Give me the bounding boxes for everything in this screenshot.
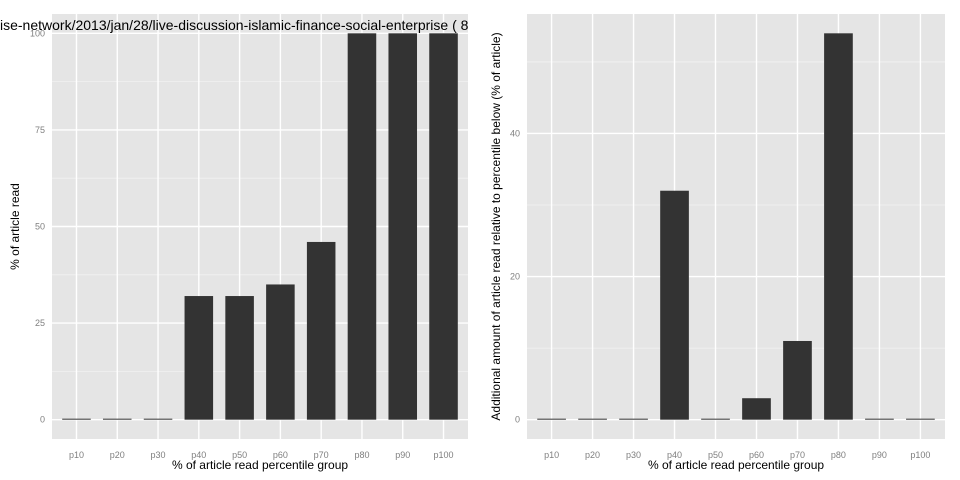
bar-p10 xyxy=(537,418,566,420)
y-axis-title: Additional amount of article read relati… xyxy=(489,32,503,420)
x-tick-label: p80 xyxy=(831,450,846,460)
x-tick-label: p10 xyxy=(544,450,559,460)
x-tick-label: p30 xyxy=(626,450,641,460)
bar-p70 xyxy=(783,340,812,420)
bar-p20 xyxy=(578,418,607,420)
chart-left: 0 25 50 75 100 p10 p20 p30 p40 p50 p60 p70 p80 p90 p10… xyxy=(0,14,469,472)
x-tick-label: p40 xyxy=(191,450,206,460)
bar-p50 xyxy=(701,418,730,420)
y-tick-label: 20 xyxy=(510,272,520,282)
x-tick-label: p50 xyxy=(708,450,723,460)
x-tick-label: p50 xyxy=(232,450,247,460)
bar-p30 xyxy=(143,418,173,420)
x-tick-label: p90 xyxy=(872,450,887,460)
bar-p20 xyxy=(102,418,132,420)
x-tick-label: p20 xyxy=(585,450,600,460)
y-tick-label: 0 xyxy=(515,415,520,425)
bar-p100 xyxy=(429,33,458,420)
chart-right: 0 20 40 p10 p20 p30 p40 p50 p60 p70 p80 p90 p100 % of… xyxy=(489,14,945,472)
x-tick-label: p30 xyxy=(151,450,166,460)
x-tick-label: p70 xyxy=(790,450,805,460)
y-tick-label: 100 xyxy=(30,28,45,38)
x-tick-label: p10 xyxy=(69,450,84,460)
bar-p10 xyxy=(62,418,91,420)
plot-panel xyxy=(527,14,945,439)
y-tick-label: 75 xyxy=(35,125,45,135)
y-tick-label: 50 xyxy=(35,222,45,232)
x-tick-label: p70 xyxy=(314,450,329,460)
y-axis-title: % of article read xyxy=(8,183,22,270)
x-axis-title: % of article read percentile group xyxy=(648,458,824,472)
bar-p90 xyxy=(865,418,894,420)
x-tick-label: p20 xyxy=(110,450,125,460)
y-tick-label: 0 xyxy=(40,415,45,425)
bar-p70 xyxy=(306,241,336,420)
bar-p40 xyxy=(184,296,214,420)
bar-p50 xyxy=(225,296,254,420)
bar-p60 xyxy=(266,284,295,420)
x-tick-label: p40 xyxy=(667,450,682,460)
bar-p90 xyxy=(388,33,418,420)
x-tick-label: p60 xyxy=(749,450,764,460)
bar-p40 xyxy=(660,190,689,420)
bar-p60 xyxy=(742,398,771,420)
x-tick-label: p100 xyxy=(434,450,454,460)
bar-p30 xyxy=(619,418,648,420)
y-tick-label: 25 xyxy=(35,318,45,328)
bar-p80 xyxy=(347,33,377,420)
x-axis-title: % of article read percentile group xyxy=(172,458,348,472)
bar-p100 xyxy=(906,418,935,420)
bar-p80 xyxy=(824,33,853,420)
chart-title: ise-network/2013/jan/28/live-discussion-… xyxy=(0,17,469,33)
y-tick-label: 40 xyxy=(510,128,520,138)
x-tick-label: p60 xyxy=(273,450,288,460)
x-tick-label: p80 xyxy=(354,450,369,460)
x-tick-label: p100 xyxy=(910,450,930,460)
x-tick-label: p90 xyxy=(395,450,410,460)
